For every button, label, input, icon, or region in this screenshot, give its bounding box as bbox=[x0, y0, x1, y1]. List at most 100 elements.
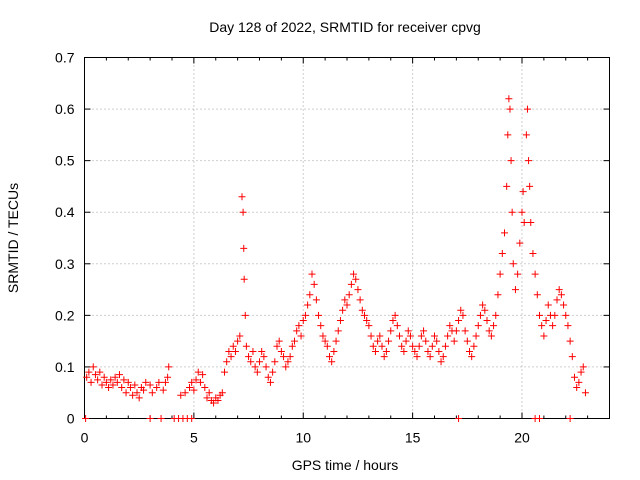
data-point bbox=[239, 208, 247, 216]
data-point bbox=[378, 342, 386, 350]
data-point bbox=[188, 415, 196, 422]
data-point bbox=[277, 347, 285, 355]
data-point bbox=[312, 296, 320, 304]
data-point bbox=[437, 358, 445, 366]
data-point bbox=[363, 317, 371, 325]
data-point bbox=[319, 332, 327, 340]
data-point bbox=[466, 347, 473, 355]
data-point bbox=[496, 270, 504, 278]
data-point bbox=[409, 342, 417, 350]
data-point bbox=[238, 193, 246, 201]
data-point bbox=[85, 368, 93, 376]
data-point bbox=[481, 306, 489, 314]
data-point bbox=[501, 229, 508, 237]
data-point bbox=[260, 353, 268, 361]
data-point bbox=[398, 342, 406, 350]
data-point bbox=[367, 332, 375, 340]
data-point bbox=[374, 337, 382, 345]
data-point bbox=[308, 270, 316, 278]
data-point bbox=[336, 317, 344, 325]
data-point bbox=[542, 317, 550, 325]
data-point bbox=[201, 384, 209, 392]
data-point bbox=[295, 322, 303, 330]
x-tick-labels: 0 5 10 15 20 bbox=[81, 430, 530, 446]
data-point bbox=[256, 358, 263, 366]
data-point bbox=[146, 381, 154, 389]
data-point bbox=[181, 389, 189, 397]
data-point bbox=[315, 311, 323, 319]
data-point bbox=[459, 311, 467, 319]
data-point bbox=[382, 347, 390, 355]
data-point bbox=[514, 270, 522, 278]
data-point bbox=[540, 332, 548, 340]
data-point bbox=[527, 219, 535, 227]
data-point bbox=[428, 342, 436, 350]
data-point bbox=[214, 396, 222, 404]
data-point bbox=[194, 368, 202, 376]
data-point bbox=[297, 332, 305, 340]
data-point bbox=[389, 317, 397, 325]
data-point bbox=[131, 381, 139, 389]
data-point bbox=[89, 363, 97, 371]
data-point bbox=[564, 322, 572, 330]
data-point bbox=[332, 337, 340, 345]
data-point bbox=[306, 291, 314, 299]
data-point bbox=[203, 394, 211, 402]
data-point bbox=[544, 301, 552, 309]
data-point bbox=[490, 322, 498, 330]
data-point bbox=[282, 363, 290, 371]
data-point bbox=[98, 381, 106, 389]
data-point bbox=[507, 157, 515, 165]
data-point bbox=[509, 260, 517, 268]
data-point bbox=[196, 378, 204, 386]
y-axis-label: SRMTID / TECUs bbox=[5, 183, 21, 293]
data-point bbox=[234, 337, 242, 345]
data-point bbox=[299, 317, 307, 325]
data-point bbox=[111, 373, 119, 381]
data-point bbox=[531, 270, 539, 278]
data-point bbox=[455, 415, 463, 422]
data-point bbox=[581, 389, 589, 397]
data-point bbox=[450, 337, 458, 345]
data-point bbox=[402, 337, 410, 345]
data-point bbox=[129, 391, 137, 399]
data-point bbox=[118, 384, 126, 392]
data-point bbox=[192, 376, 200, 384]
data-point bbox=[120, 376, 128, 384]
data-point bbox=[91, 371, 99, 379]
data-point bbox=[422, 337, 430, 345]
data-point bbox=[413, 353, 421, 361]
data-point bbox=[396, 332, 403, 340]
data-point bbox=[518, 208, 526, 216]
data-point bbox=[218, 389, 226, 397]
data-point bbox=[417, 332, 425, 340]
data-point bbox=[269, 368, 277, 376]
data-point bbox=[148, 389, 156, 397]
data-point bbox=[82, 415, 90, 422]
data-point bbox=[525, 157, 533, 165]
data-point bbox=[361, 311, 368, 319]
data-point bbox=[483, 317, 491, 325]
data-point bbox=[343, 301, 351, 309]
data-point bbox=[94, 376, 102, 384]
data-point bbox=[577, 368, 585, 376]
data-point bbox=[492, 311, 500, 319]
data-point bbox=[504, 131, 512, 139]
data-point bbox=[321, 337, 329, 345]
data-point bbox=[350, 270, 358, 278]
data-point bbox=[457, 306, 465, 314]
data-point bbox=[271, 358, 279, 366]
data-point bbox=[96, 368, 104, 376]
y-tick-label: 0.6 bbox=[55, 101, 75, 117]
x-tick-label: 20 bbox=[514, 430, 530, 446]
data-point bbox=[560, 301, 568, 309]
data-point bbox=[433, 337, 441, 345]
data-point bbox=[225, 347, 233, 355]
data-point bbox=[286, 353, 294, 361]
data-point bbox=[317, 322, 325, 330]
data-point bbox=[498, 249, 506, 257]
data-point bbox=[135, 394, 143, 402]
data-point bbox=[251, 363, 259, 371]
y-tick-label: 0.3 bbox=[55, 256, 75, 272]
